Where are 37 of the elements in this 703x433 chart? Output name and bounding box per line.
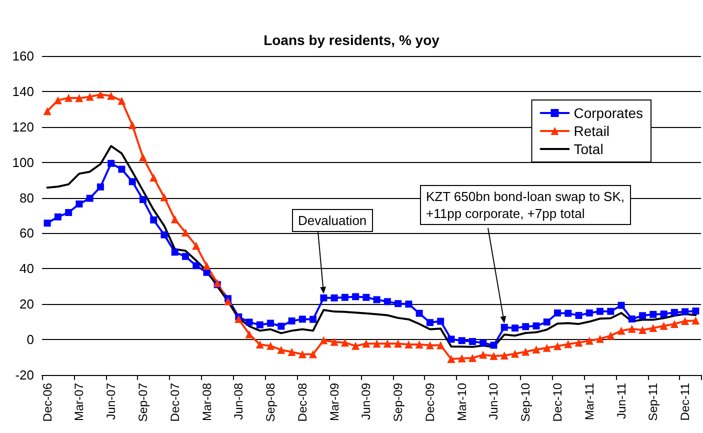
legend-label: Corporates	[574, 105, 644, 121]
y-tick-label: 0	[26, 332, 34, 348]
y-tick-label: 120	[12, 119, 34, 134]
x-tick-label: Dec-06	[40, 382, 54, 422]
chart-title: Loans by residents, % yoy	[264, 32, 440, 48]
x-tick-label: Dec-10	[550, 382, 565, 422]
x-tick-label: Dec-11	[678, 382, 692, 421]
x-tick-label: Mar-09	[327, 382, 342, 422]
x-tick-label: Sep-11	[646, 382, 660, 421]
x-tick-label: Mar-11	[582, 382, 596, 420]
y-tick-label: 60	[20, 226, 34, 241]
y-tick-label: 100	[12, 154, 34, 170]
y-tick-label: 160	[12, 48, 34, 64]
y-tick-label: 140	[12, 84, 34, 99]
x-tick-label: Sep-08	[264, 382, 278, 422]
x-tick-label: Jun-07	[104, 382, 118, 420]
x-tick-label: Sep-09	[391, 382, 406, 422]
y-tick-label: 80	[20, 190, 34, 206]
y-tick-label: 40	[20, 261, 34, 276]
x-tick-label: Mar-07	[72, 382, 86, 422]
y-tick-label: -20	[15, 368, 34, 382]
annotation: KZT 650bn bond-loan swap to SK, +11pp corporate, +7pp total	[420, 185, 630, 225]
annotation: Devaluation	[292, 209, 373, 232]
x-tick-label: Mar-10	[454, 382, 469, 422]
x-tick-label: Jun-11	[614, 382, 628, 419]
x-tick-label: Jun-09	[359, 382, 374, 420]
x-tick-label: Jun-08	[232, 382, 246, 420]
legend-label: Total	[574, 141, 604, 157]
x-tick-label: Sep-10	[518, 382, 533, 422]
x-tick-label: Dec-07	[168, 382, 182, 422]
x-tick-label: Mar-08	[200, 382, 214, 422]
y-tick-label: 20	[20, 296, 34, 312]
x-tick-label: Jun-10	[486, 382, 501, 420]
x-tick-label: Sep-07	[136, 382, 150, 422]
legend-label: Retail	[574, 123, 610, 139]
x-tick-label: Dec-09	[422, 382, 437, 422]
x-tick-label: Dec-08	[295, 382, 310, 422]
